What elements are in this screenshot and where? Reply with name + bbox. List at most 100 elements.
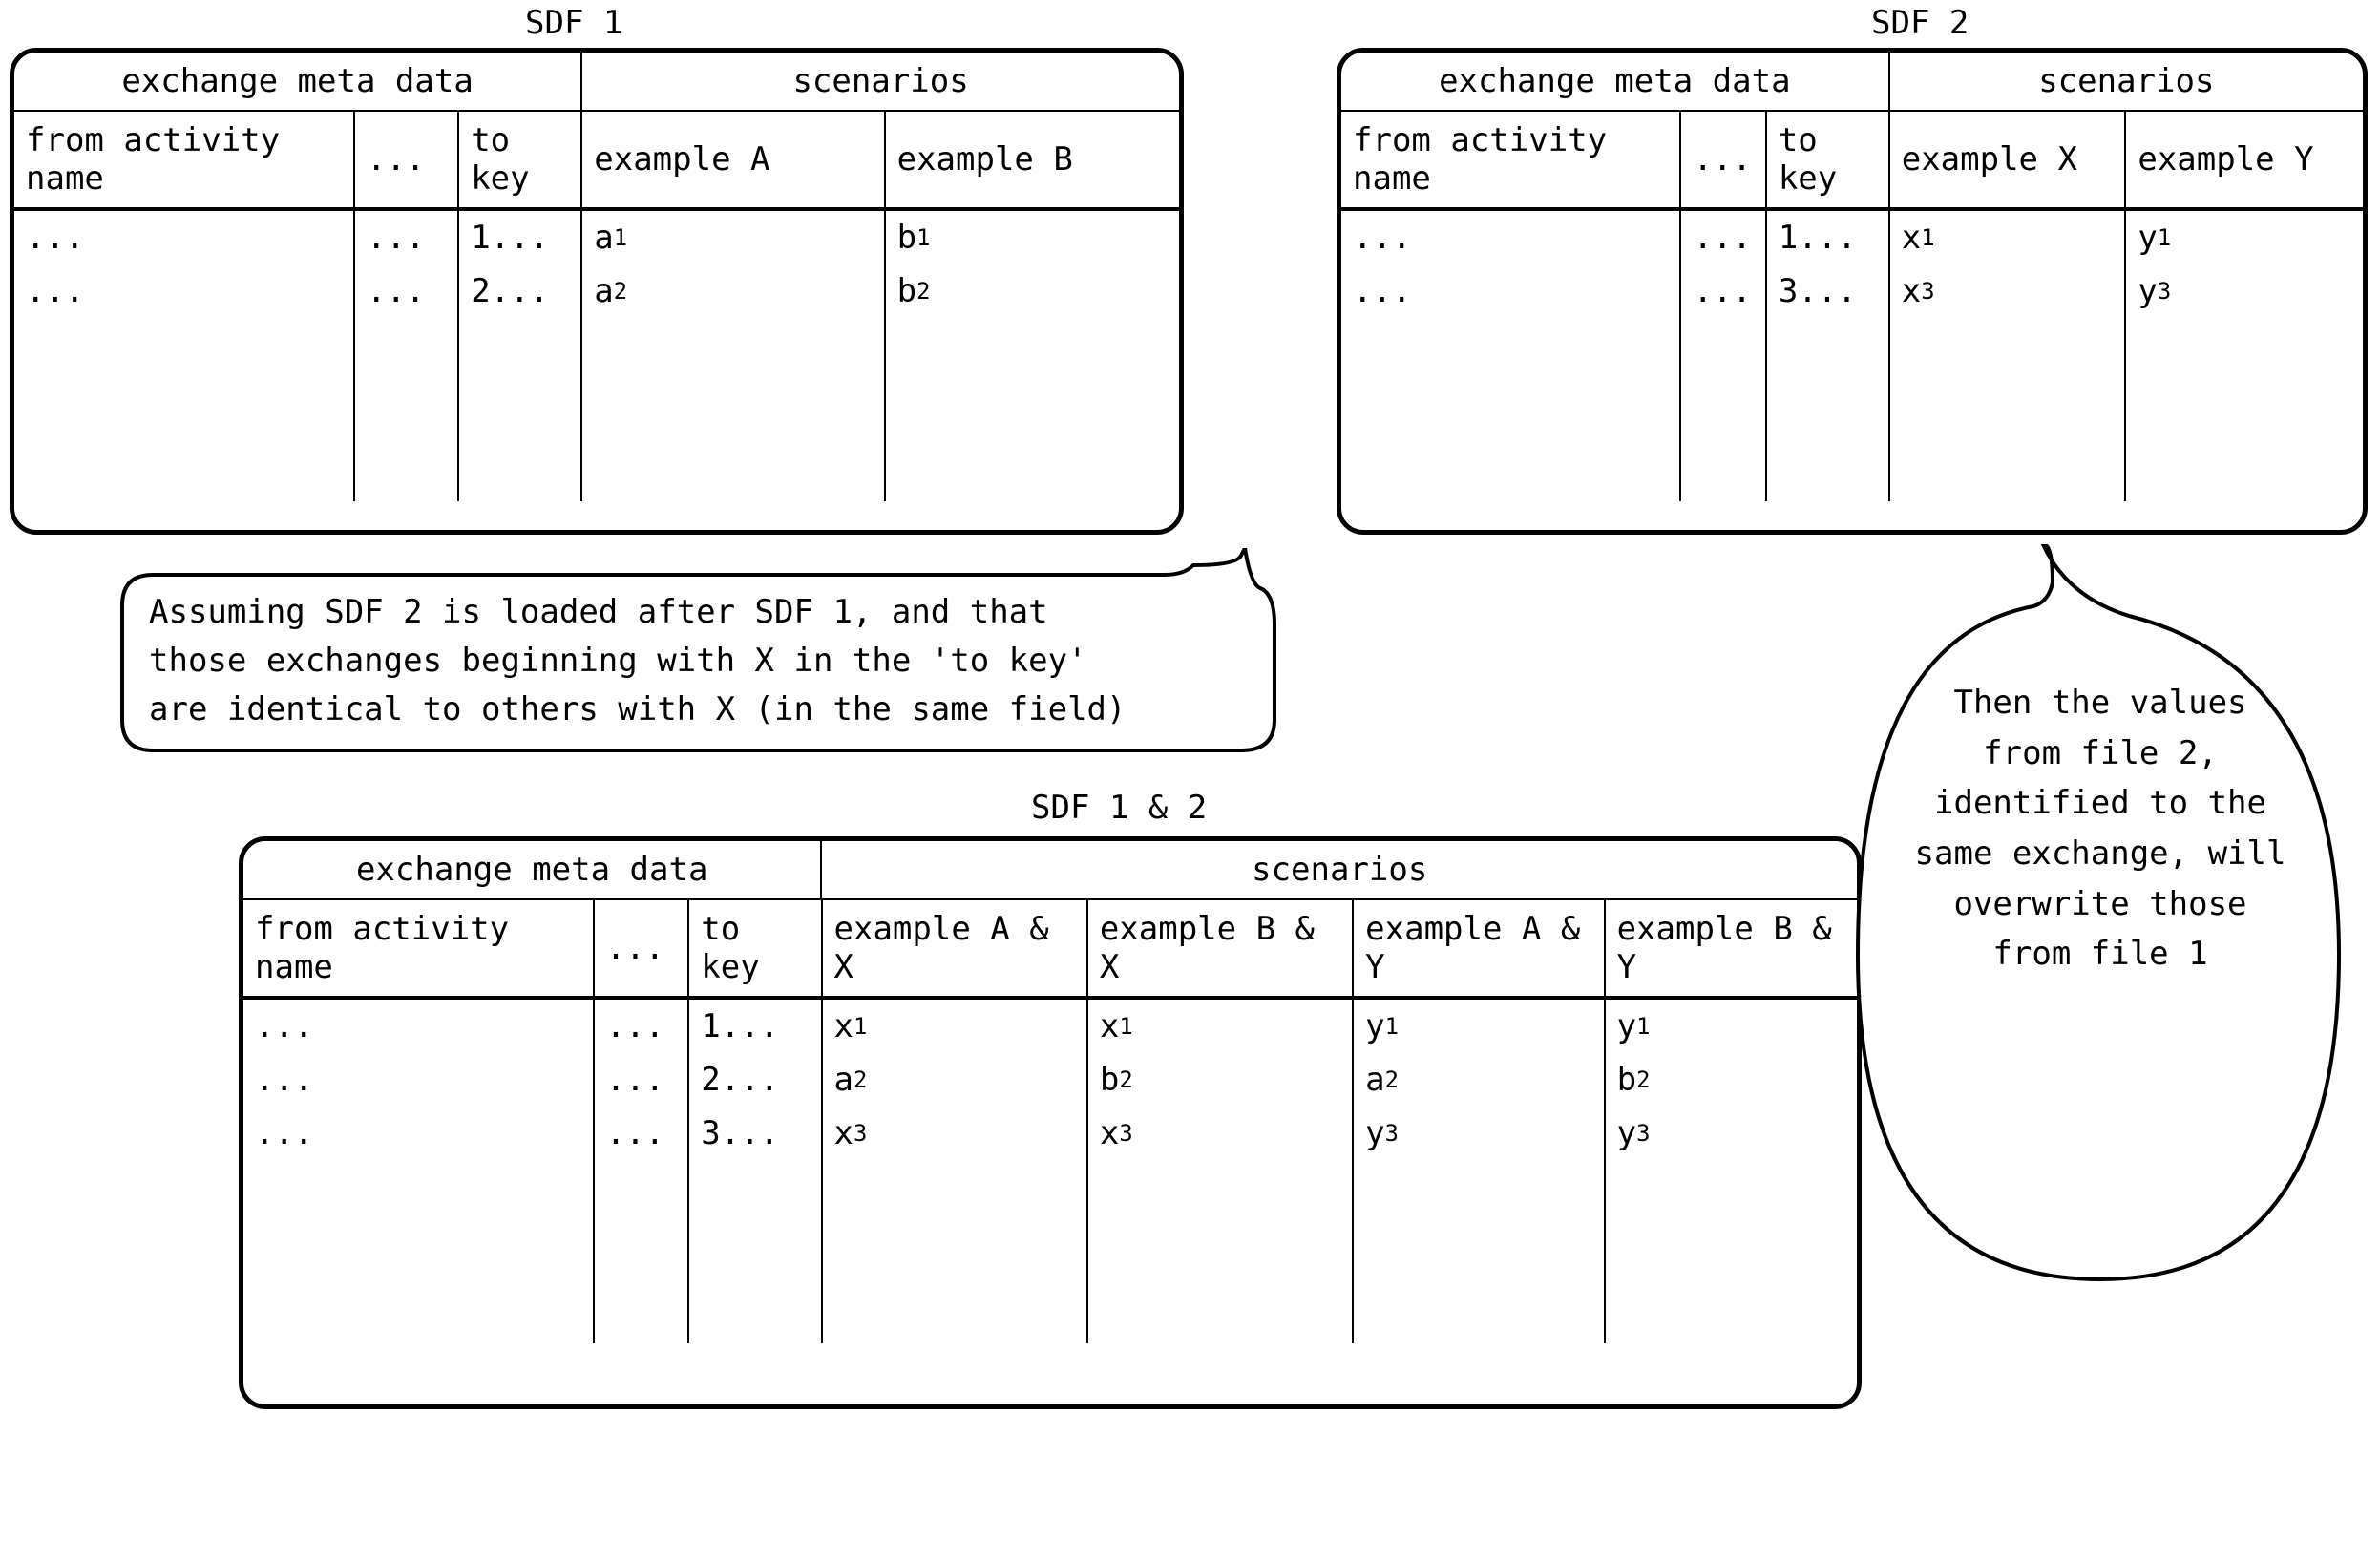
sdf1-cell: ... <box>14 211 355 264</box>
sdf1-col-3: example A <box>582 112 885 207</box>
sdf1-blank <box>14 410 355 455</box>
sdf2-cell: ... <box>1681 264 1766 318</box>
sdf2-blank <box>1681 410 1766 455</box>
sdf2-blank <box>1681 364 1766 410</box>
sdf2-cell: y3 <box>2126 264 2363 318</box>
sdf1-cell: ... <box>14 264 355 318</box>
sdf12-blank <box>243 1252 595 1298</box>
sdf12-blank <box>1354 1160 1605 1206</box>
sdf1-blank <box>886 455 1179 501</box>
sdf2-col-2: to key <box>1767 112 1890 207</box>
sdf2-cell: ... <box>1341 211 1681 264</box>
sdf12-cell: 1... <box>689 1000 822 1053</box>
sdf12-cell: a2 <box>823 1053 1088 1107</box>
sdf2-group-meta: exchange meta data <box>1341 53 1890 110</box>
sdf1-cell: ... <box>355 264 459 318</box>
sdf2-blank <box>1890 455 2127 501</box>
sdf2-blank <box>1341 364 1681 410</box>
sdf1-blank <box>582 410 885 455</box>
sdf12-col-5: example A & Y <box>1354 900 1605 996</box>
sdf1-blank <box>355 410 459 455</box>
sdf1-blank <box>459 364 582 410</box>
sdf2-blank <box>1890 410 2127 455</box>
sdf12-col-3: example A & X <box>823 900 1088 996</box>
sdf12-blank <box>595 1206 690 1252</box>
sdf1-blank <box>459 318 582 364</box>
sdf1-col-1: ... <box>355 112 459 207</box>
sdf12-blank <box>1088 1206 1354 1252</box>
sdf12-blank <box>1088 1160 1354 1206</box>
sdf12-cell: ... <box>595 1107 690 1160</box>
sdf1-blank <box>14 318 355 364</box>
sdf12-cell: x1 <box>1088 1000 1354 1053</box>
sdf1-table: exchange meta datascenariosfrom activity… <box>10 48 1184 535</box>
sdf12-cell: x3 <box>1088 1107 1354 1160</box>
sdf12-cell: y3 <box>1354 1107 1605 1160</box>
sdf2-col-4: example Y <box>2126 112 2363 207</box>
sdf2-title: SDF 2 <box>1871 4 1969 42</box>
sdf12-blank <box>595 1160 690 1206</box>
sdf12-blank <box>243 1160 595 1206</box>
sdf2-blank <box>1767 364 1890 410</box>
sdf12-cell: x3 <box>823 1107 1088 1160</box>
sdf1-blank <box>459 455 582 501</box>
sdf1-blank <box>14 364 355 410</box>
sdf2-cell: x1 <box>1890 211 2127 264</box>
sdf1-col-0: from activity name <box>14 112 355 207</box>
sdf12-cell: y1 <box>1354 1000 1605 1053</box>
sdf2-blank <box>1341 410 1681 455</box>
sdf12-blank <box>1354 1206 1605 1252</box>
sdf1-group-scenarios: scenarios <box>582 53 1179 110</box>
sdf2-col-3: example X <box>1890 112 2127 207</box>
sdf12-col-1: ... <box>595 900 690 996</box>
sdf2-cell: ... <box>1681 211 1766 264</box>
sdf1-blank <box>582 364 885 410</box>
sdf1-cell: b1 <box>886 211 1179 264</box>
sdf12-blank <box>689 1298 822 1343</box>
sdf12-table: exchange meta datascenariosfrom activity… <box>239 836 1862 1409</box>
sdf12-group-scenarios: scenarios <box>822 841 1857 898</box>
sdf12-blank <box>823 1252 1088 1298</box>
sdf1-cell: ... <box>355 211 459 264</box>
sdf12-cell: x1 <box>823 1000 1088 1053</box>
sdf12-cell: y3 <box>1606 1107 1857 1160</box>
sdf1-blank <box>582 455 885 501</box>
sdf2-cell: x3 <box>1890 264 2127 318</box>
sdf12-blank <box>689 1160 822 1206</box>
sdf2-blank <box>1681 318 1766 364</box>
sdf2-group-scenarios: scenarios <box>1890 53 2363 110</box>
sdf2-col-0: from activity name <box>1341 112 1681 207</box>
sdf12-blank <box>1606 1298 1857 1343</box>
sdf1-col-2: to key <box>459 112 582 207</box>
sdf12-cell: ... <box>595 1053 690 1107</box>
sdf12-title: SDF 1 & 2 <box>1031 789 1207 827</box>
sdf1-blank <box>355 455 459 501</box>
sdf12-cell: ... <box>243 1000 595 1053</box>
sdf12-blank <box>823 1206 1088 1252</box>
sdf1-blank <box>886 318 1179 364</box>
sdf12-blank <box>595 1298 690 1343</box>
sdf2-blank <box>1890 318 2127 364</box>
sdf12-group-meta: exchange meta data <box>243 841 822 898</box>
sdf2-blank <box>1341 318 1681 364</box>
sdf2-blank <box>2126 410 2363 455</box>
sdf12-cell: y1 <box>1606 1000 1857 1053</box>
sdf2-blank <box>1767 410 1890 455</box>
sdf12-blank <box>1088 1298 1354 1343</box>
speech2-text: Then the values from file 2, identified … <box>1909 678 2291 980</box>
sdf2-blank <box>1767 455 1890 501</box>
sdf12-blank <box>595 1252 690 1298</box>
sdf2-blank <box>1767 318 1890 364</box>
sdf2-table: exchange meta datascenarios from activity… <box>1337 48 2368 535</box>
sdf1-cell: a2 <box>582 264 885 318</box>
sdf12-cell: ... <box>595 1000 690 1053</box>
sdf1-title: SDF 1 <box>525 4 622 42</box>
sdf12-blank <box>689 1252 822 1298</box>
sdf2-cell: 1... <box>1767 211 1890 264</box>
sdf12-blank <box>1354 1298 1605 1343</box>
sdf2-blank <box>2126 455 2363 501</box>
sdf1-cell: b2 <box>886 264 1179 318</box>
sdf1-blank <box>582 318 885 364</box>
sdf12-cell: 3... <box>689 1107 822 1160</box>
sdf12-blank <box>243 1298 595 1343</box>
